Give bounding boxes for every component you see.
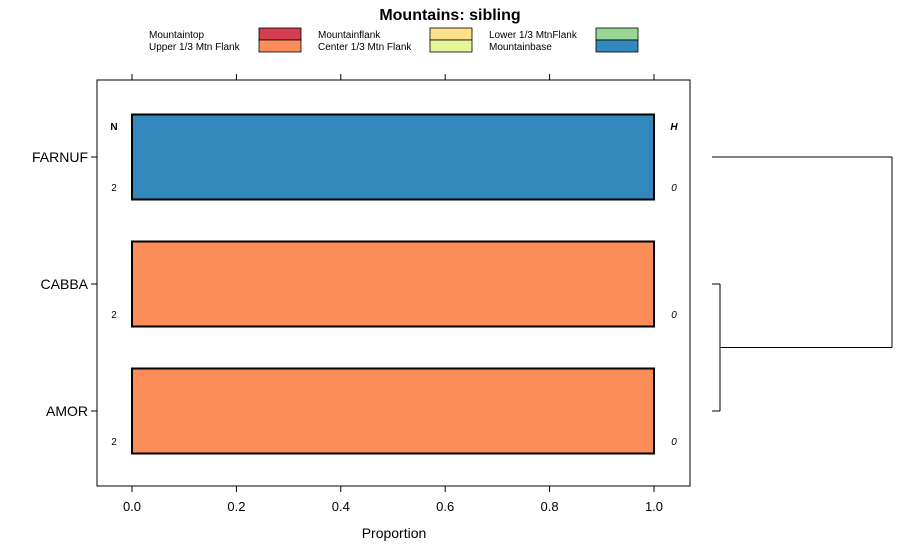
legend-label: Lower 1/3 MtnFlank — [489, 30, 578, 41]
x-tick-label: 1.0 — [645, 499, 663, 514]
h-value: 0 — [671, 183, 677, 194]
y-tick-label: CABBA — [41, 276, 89, 292]
bar-segment — [131, 240, 655, 328]
chart-title: Mountains: sibling — [379, 7, 520, 24]
x-tick-label: 0.2 — [227, 499, 245, 514]
h-value: 0 — [671, 310, 677, 321]
h-header: H — [670, 122, 678, 133]
dendrogram — [712, 156, 893, 412]
legend-swatch — [258, 27, 302, 41]
n-value: 2 — [111, 310, 117, 321]
legend-swatch — [429, 39, 473, 53]
bar-segment — [131, 113, 655, 201]
legend-label: Center 1/3 Mtn Flank — [318, 42, 412, 53]
legend-label: Mountainflank — [318, 30, 381, 41]
x-tick-label: 0.0 — [123, 499, 141, 514]
bars — [131, 113, 655, 455]
n-value: 2 — [111, 183, 117, 194]
x-axis-label: Proportion — [362, 525, 427, 541]
n-header: N — [110, 122, 117, 133]
n-value: 2 — [111, 437, 117, 448]
legend-label: Mountaintop — [149, 30, 204, 41]
legend-label: Mountainbase — [489, 42, 552, 53]
legend-swatch — [258, 39, 302, 53]
side-labels: 2 0 2 0 2 0 — [111, 183, 677, 448]
legend-label: Upper 1/3 Mtn Flank — [149, 42, 241, 53]
y-tick-label: AMOR — [46, 403, 88, 419]
x-tick-label: 0.4 — [332, 499, 350, 514]
x-tick-label: 0.8 — [541, 499, 559, 514]
legend-swatch — [595, 27, 639, 41]
y-tick-label: FARNUF — [32, 149, 88, 165]
bar-segment — [131, 367, 655, 455]
legend-swatch — [429, 27, 473, 41]
plot-frame — [96, 79, 691, 487]
axes: 0.0 0.2 0.4 0.6 0.8 1.0 FARNUF CABBA AMOR — [32, 74, 663, 514]
x-tick-label: 0.6 — [436, 499, 454, 514]
h-value: 0 — [671, 437, 677, 448]
legend-swatch — [595, 39, 639, 53]
